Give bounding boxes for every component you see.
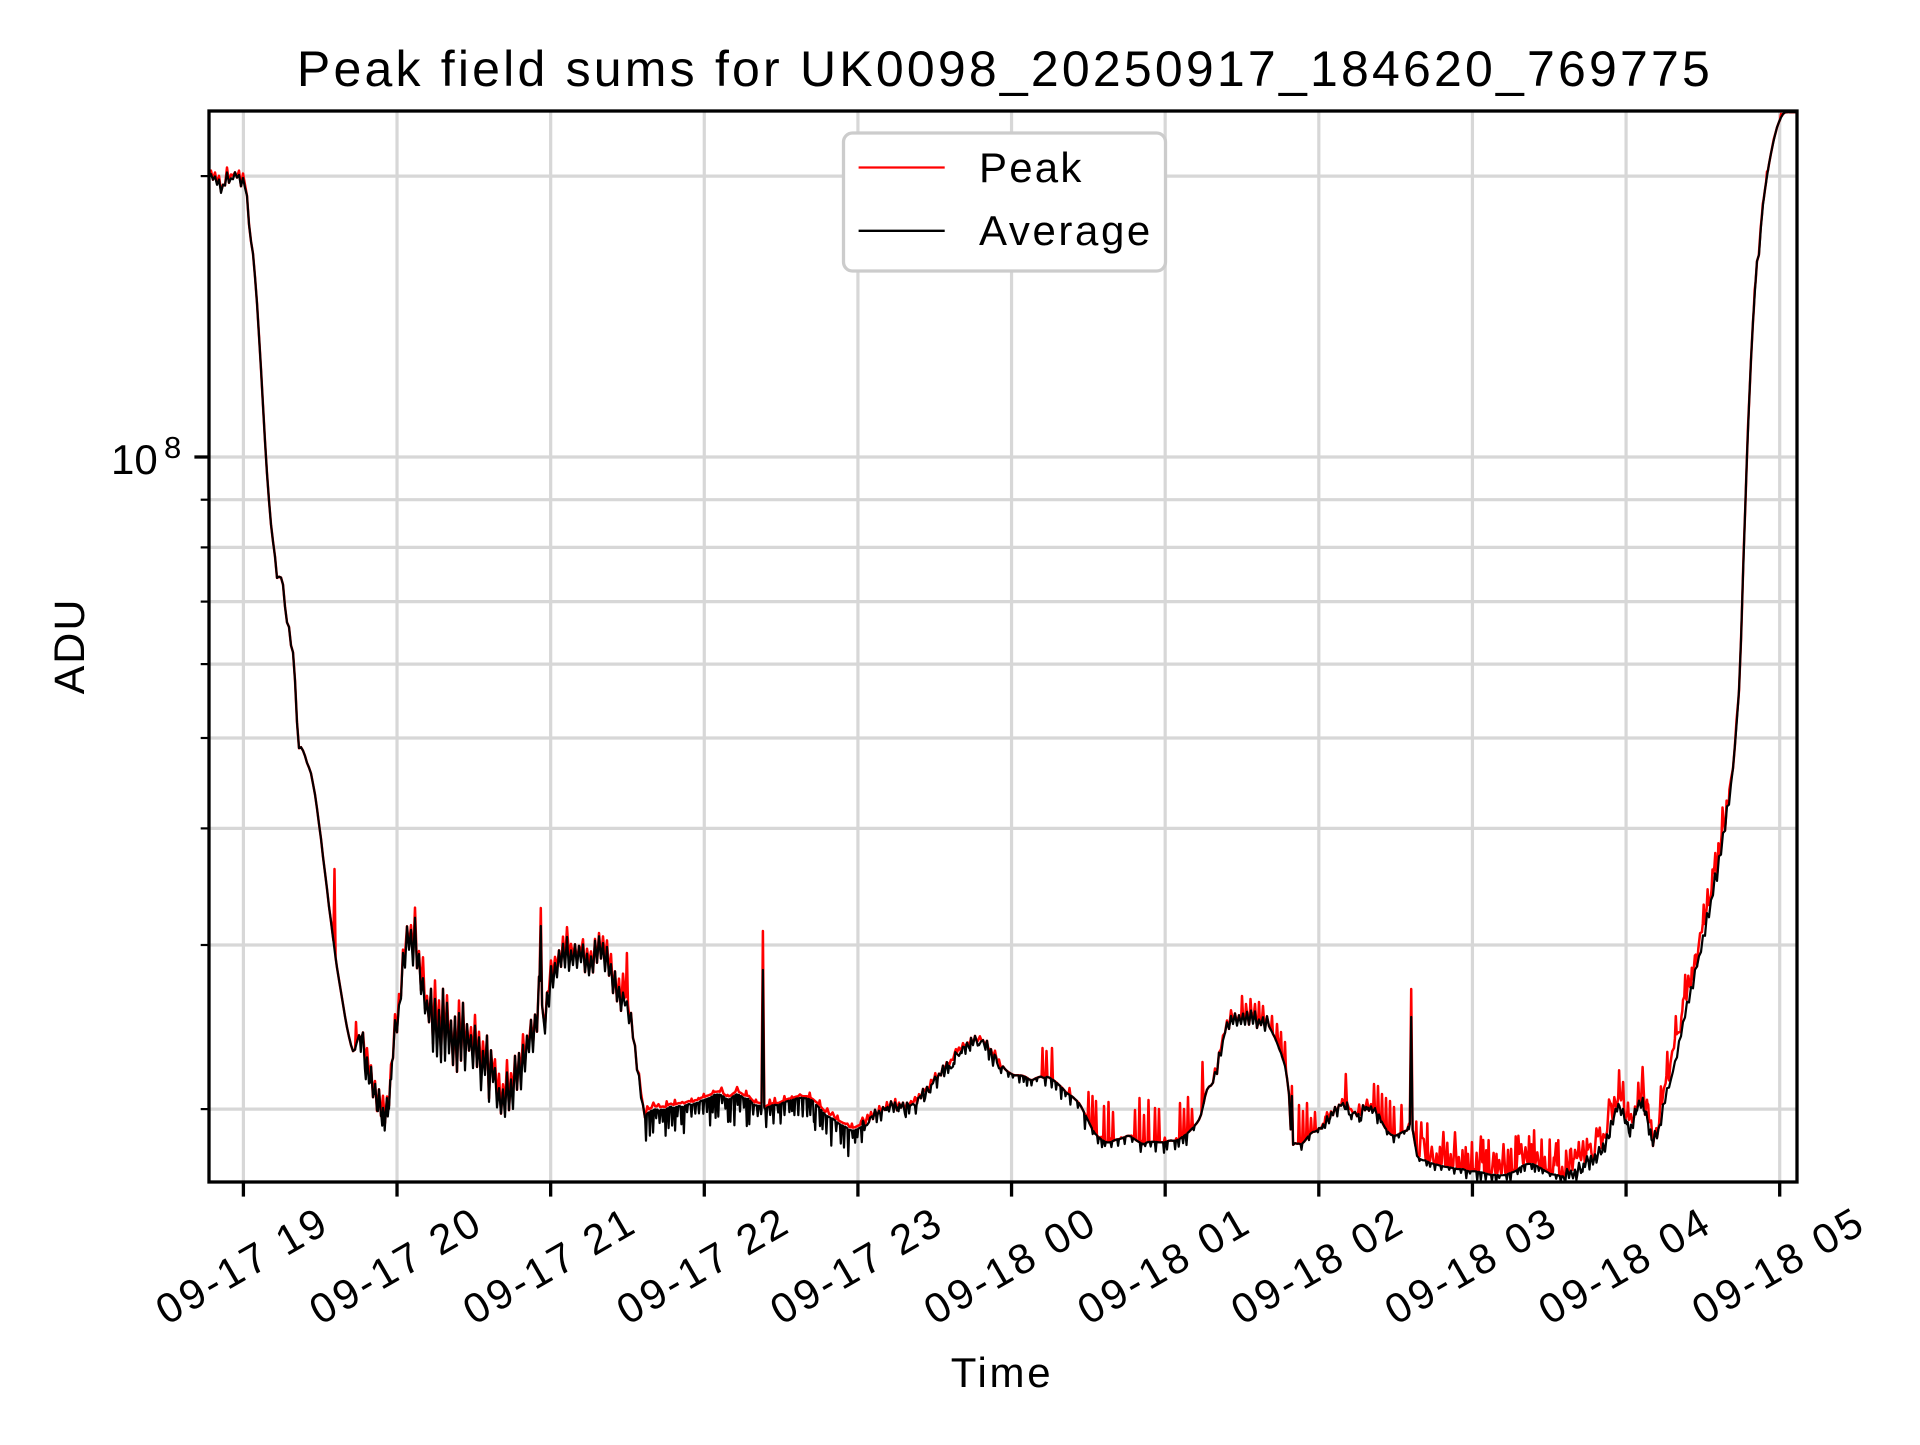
svg-text:Time: Time [951, 1349, 1054, 1396]
svg-text:10: 10 [111, 436, 158, 483]
svg-text:ADU: ADU [46, 598, 94, 695]
svg-text:Average: Average [979, 207, 1153, 254]
svg-text:Peak: Peak [979, 144, 1084, 191]
svg-text:8: 8 [164, 430, 181, 465]
svg-text:Peak field sums for UK0098_202: Peak field sums for UK0098_20250917_1846… [297, 41, 1713, 97]
